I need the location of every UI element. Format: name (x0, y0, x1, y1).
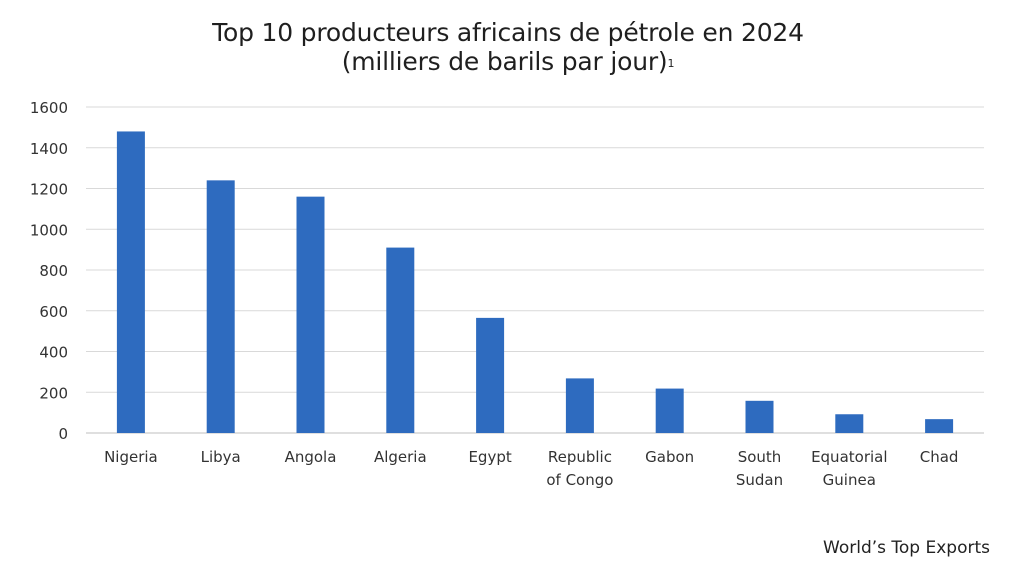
y-tick-label: 1000 (30, 221, 68, 239)
gridlines (86, 106, 984, 434)
source-credit: World’s Top Exports (823, 538, 990, 558)
footnote-marker: 1 (667, 57, 675, 70)
x-tick-label: South (738, 448, 782, 466)
chart-title: Top 10 producteurs africains de pétrole … (212, 18, 804, 47)
y-tick-label: 0 (58, 425, 68, 443)
bars (116, 131, 954, 433)
bar (206, 180, 235, 433)
y-tick-label: 1200 (30, 181, 68, 199)
bar (116, 131, 145, 433)
bar (745, 400, 774, 433)
y-axis-ticks: 0 200 400 600 800 1000 1200 1400 1600 (30, 99, 68, 443)
y-tick-label: 1600 (30, 99, 68, 117)
y-tick-label: 600 (39, 303, 68, 321)
x-axis-labels: Nigeria Libya Angola Algeria Egypt Republic of… (104, 448, 958, 489)
bar (386, 247, 415, 433)
chart-subtitle-line: (milliers de barils par jour)1 (0, 47, 1016, 76)
x-tick-label: Sudan (736, 471, 783, 489)
x-tick-label: Chad (920, 448, 959, 466)
x-tick-label: Algeria (374, 448, 427, 466)
bar (565, 378, 594, 433)
bar (296, 196, 325, 433)
x-tick-label: Republic (548, 448, 612, 466)
x-tick-label: Guinea (823, 471, 876, 489)
x-tick-label: Gabon (645, 448, 694, 466)
x-tick-label: Egypt (468, 448, 511, 466)
x-tick-label: Nigeria (104, 448, 158, 466)
y-tick-label: 1400 (30, 140, 68, 158)
chart-subtitle: (milliers de barils par jour) (341, 47, 668, 76)
bar (655, 388, 684, 433)
bar (925, 419, 954, 433)
x-tick-label: Libya (201, 448, 241, 466)
x-tick-label: of Congo (546, 471, 613, 489)
bar (835, 414, 864, 433)
x-tick-label: Angola (285, 448, 337, 466)
x-tick-label: Equatorial (811, 448, 887, 466)
y-tick-label: 400 (39, 344, 68, 362)
chart-title-block: Top 10 producteurs africains de pétrole … (0, 18, 1016, 76)
y-tick-label: 800 (39, 262, 68, 280)
bar (476, 317, 505, 433)
y-tick-label: 200 (39, 384, 68, 402)
